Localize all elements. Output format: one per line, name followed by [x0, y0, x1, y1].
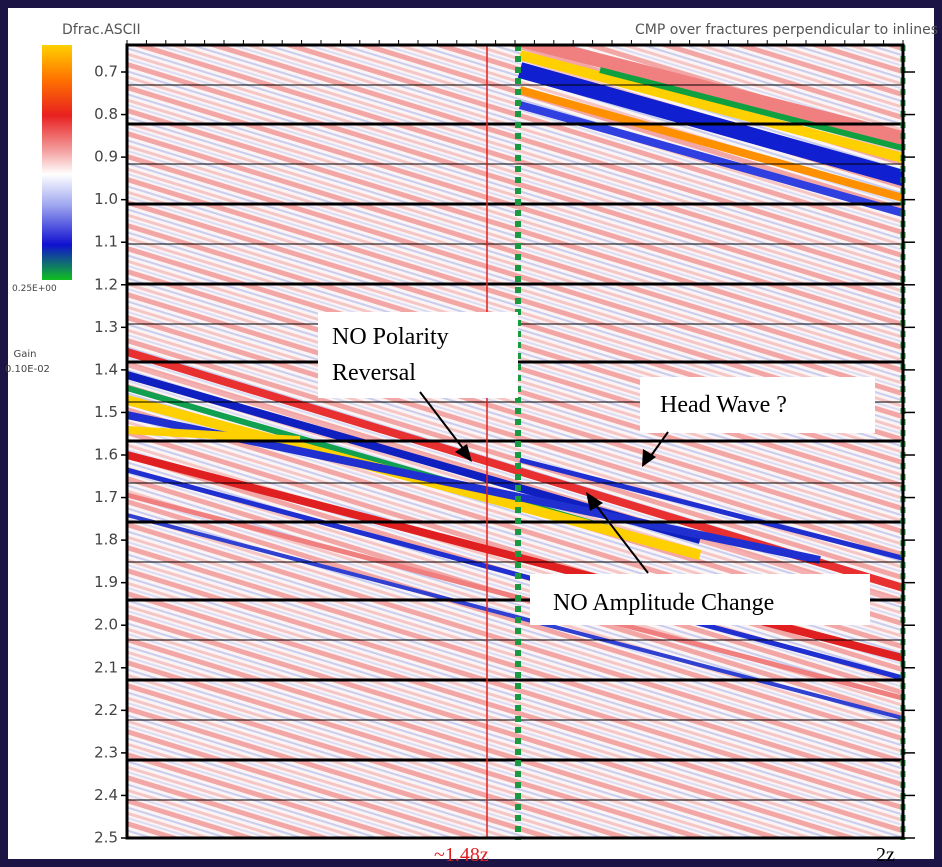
y-axis-label: 1.3 [94, 318, 118, 336]
annotation-text: Reversal [332, 360, 416, 386]
y-axis-label: 1.5 [94, 403, 118, 421]
y-axis-label: 1.9 [94, 573, 118, 591]
y-axis-label: 2.0 [94, 616, 118, 634]
colorbar-min: 0.25E+00 [12, 284, 57, 294]
marker-left-label: ~1.48z [434, 844, 489, 866]
annotation-text: Head Wave ? [660, 392, 787, 418]
header-left: Dfrac.ASCII [62, 22, 141, 38]
gain-title: Gain [14, 349, 37, 360]
annotation-amplitude: NO Amplitude Change [530, 492, 870, 625]
y-axis-label: 1.4 [94, 360, 118, 378]
y-axis-label: 1.2 [94, 275, 118, 293]
gain-value: 0.10E-02 [5, 364, 50, 375]
y-axis-label: 1.0 [94, 190, 118, 208]
annotation-headwave: Head Wave ? [640, 377, 875, 467]
y-axis-label: 0.7 [94, 63, 118, 81]
y-axis-label: 2.3 [94, 743, 118, 761]
y-axis-label: 0.9 [94, 148, 118, 166]
y-axis-label: 2.2 [94, 701, 118, 719]
y-axis-label: 1.7 [94, 488, 118, 506]
y-axis-label: 0.8 [94, 105, 118, 123]
y-axis-label: 2.1 [94, 658, 118, 676]
colorbar [42, 45, 72, 280]
annotation-text: NO Polarity [332, 324, 449, 350]
header-right: CMP over fractures perpendicular to inli… [635, 22, 938, 38]
y-axis-label: 1.1 [94, 233, 118, 251]
marker-right-label: 2z [876, 844, 895, 866]
annotation-text: NO Amplitude Change [553, 590, 774, 616]
y-axis-label: 1.6 [94, 446, 118, 464]
annotation-polarity: NO Polarity Reversal [318, 312, 518, 462]
y-axis-label: 2.4 [94, 786, 118, 804]
y-axis-label: 1.8 [94, 531, 118, 549]
y-axis-label: 2.5 [94, 829, 118, 847]
